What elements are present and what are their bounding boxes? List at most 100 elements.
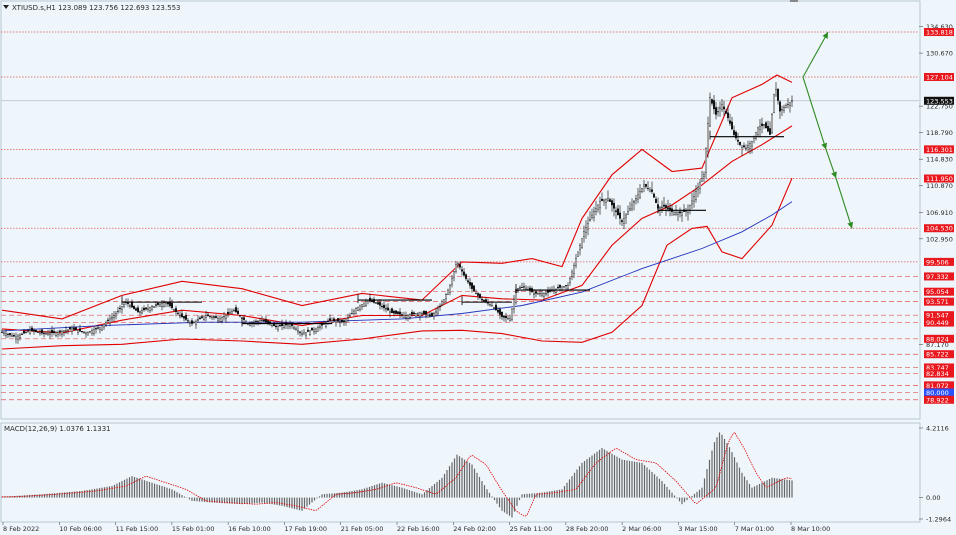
candle-body <box>757 127 759 135</box>
candle-body <box>23 330 25 334</box>
candle-body <box>467 280 469 283</box>
macd-histogram <box>1 431 793 518</box>
candle-body <box>81 331 83 333</box>
candle-body <box>565 285 567 287</box>
candle-body <box>293 327 295 329</box>
candle-body <box>661 206 663 208</box>
candle-body <box>507 318 509 320</box>
candle-body <box>725 111 727 114</box>
level-tag <box>924 174 954 183</box>
candle-body <box>345 319 347 323</box>
candle-body <box>781 109 783 111</box>
level-tag-label: 80.000 <box>926 389 949 397</box>
candle-body <box>633 201 635 203</box>
projection-arrow-head <box>847 221 854 229</box>
candle-body <box>537 293 539 295</box>
time-tick-label: 22 Feb 16:00 <box>397 525 440 533</box>
candle-body <box>233 309 235 311</box>
candle-body <box>317 327 319 332</box>
candle-body <box>639 191 641 198</box>
level-tag <box>924 224 954 233</box>
candle-body <box>419 312 421 317</box>
level-tag <box>924 369 954 378</box>
candle-body <box>93 329 95 334</box>
candle-body <box>717 111 719 113</box>
candle-body <box>209 316 211 317</box>
candle-body <box>759 126 761 130</box>
candle-body <box>529 287 531 291</box>
time-tick-label: 10 Feb 06:00 <box>59 525 102 533</box>
candle-body <box>391 308 393 314</box>
candle-body <box>19 334 21 339</box>
candle-body <box>477 293 479 296</box>
candle-body <box>131 302 133 308</box>
candle-body <box>229 312 231 314</box>
price-tick-label: 134.630 <box>926 23 953 31</box>
level-tag <box>924 297 954 306</box>
price-tick-label: 110.870 <box>926 182 953 190</box>
candle-body <box>11 335 13 337</box>
candle-body <box>375 302 377 304</box>
candle-body <box>773 94 775 114</box>
candle-body <box>581 238 583 248</box>
level-tag-label: 99.506 <box>926 258 949 266</box>
candle-body <box>749 143 751 149</box>
menu-triangle-icon[interactable] <box>3 5 9 9</box>
candle-body <box>225 314 227 319</box>
candle-body <box>495 304 497 311</box>
candle-body <box>789 102 791 106</box>
candle-body <box>331 320 333 323</box>
candle-body <box>243 317 245 320</box>
candle-body <box>75 327 77 331</box>
candle-body <box>649 189 651 192</box>
candle-body <box>91 330 93 334</box>
candle-body <box>523 286 525 288</box>
level-tag-label: 127.104 <box>926 73 953 81</box>
time-tick-label: 8 Feb 2022 <box>3 525 39 533</box>
candle-body <box>469 282 471 286</box>
candle-body <box>731 121 733 130</box>
candle-body <box>601 199 603 201</box>
candle-body <box>787 103 789 105</box>
candle-body <box>533 293 535 295</box>
candle-body <box>559 285 561 288</box>
candle-body <box>253 321 255 324</box>
candle-body <box>619 212 621 219</box>
candle-body <box>99 327 101 330</box>
level-tag <box>924 381 954 390</box>
candle-body <box>677 212 679 215</box>
candle-body <box>369 297 371 302</box>
candle-body <box>465 274 467 279</box>
candle-body <box>767 126 769 132</box>
candle-body <box>87 331 89 336</box>
candle-body <box>737 139 739 142</box>
level-tag <box>924 72 954 81</box>
scroll-marker[interactable] <box>790 0 798 2</box>
candle-body <box>429 314 431 316</box>
candle-body <box>267 320 269 324</box>
candle-body <box>299 331 301 333</box>
candle-body <box>637 194 639 200</box>
candle-body <box>667 207 669 210</box>
level-tags: 133.818 127.104 123.553 116.301 111.950 104.5… <box>924 28 954 404</box>
candle-body <box>457 263 459 265</box>
candle-body <box>629 208 631 211</box>
candle-body <box>545 293 547 295</box>
candle-body <box>569 278 571 283</box>
candle-body <box>403 314 405 318</box>
time-tick-label: 7 Mar 01:00 <box>735 525 774 533</box>
candle-body <box>71 328 73 332</box>
candle-body <box>775 89 777 97</box>
candle-body <box>133 305 135 309</box>
candle-body <box>179 315 181 317</box>
candle-body <box>563 286 565 288</box>
candle-body <box>339 321 341 323</box>
candle-body <box>765 122 767 129</box>
candle-body <box>95 328 97 330</box>
candle-body <box>215 316 217 319</box>
candle-body <box>681 212 683 216</box>
candle-body <box>393 310 395 314</box>
candle-body <box>337 318 339 322</box>
candle-body <box>387 307 389 311</box>
candle-body <box>335 320 337 323</box>
